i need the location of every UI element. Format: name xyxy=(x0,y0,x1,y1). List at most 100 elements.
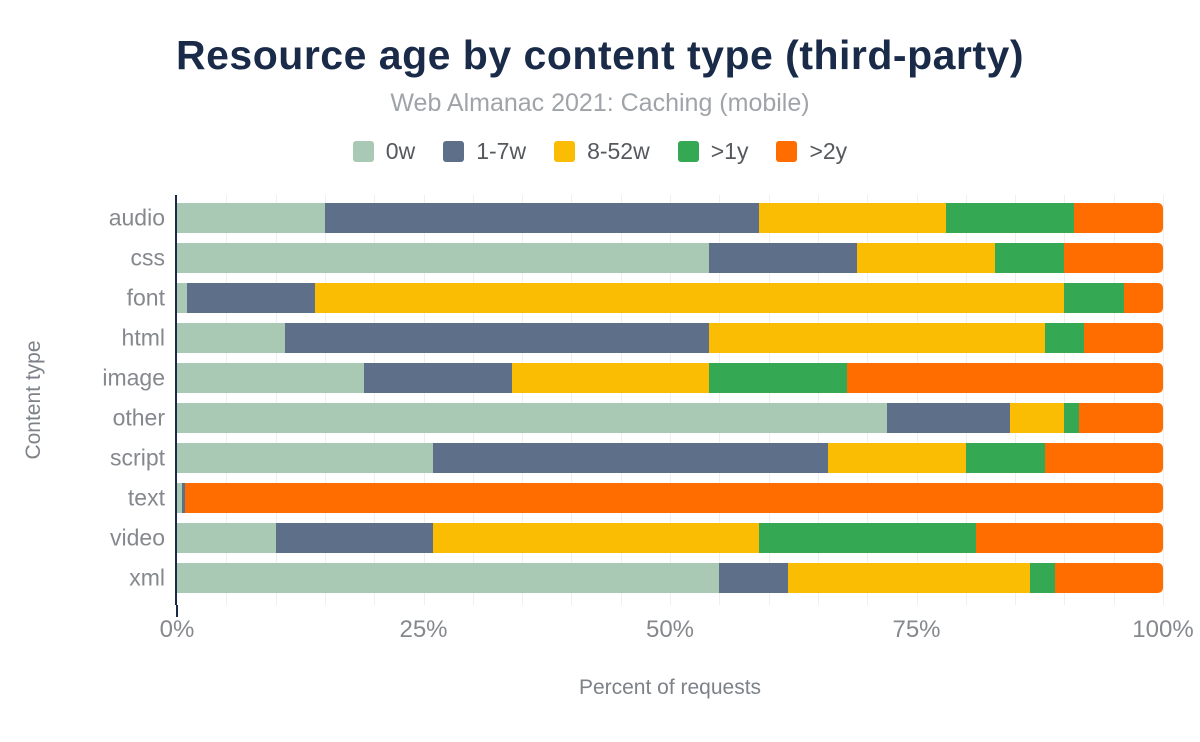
x-tick-label: 100% xyxy=(1132,616,1194,643)
gridline xyxy=(275,195,277,605)
bar-segment-font-1-7w xyxy=(186,283,316,313)
category-label: html xyxy=(121,324,165,351)
bar-segment-css-8-52w xyxy=(857,243,996,273)
bar-segment-other->1y xyxy=(1064,403,1080,433)
bar-segment-other-1-7w xyxy=(886,403,1011,433)
category-label: css xyxy=(130,244,166,271)
bar-segment-audio-1-7w xyxy=(324,203,759,233)
bar-rows: audio css font html image other script text vide… xyxy=(102,195,1163,605)
gridline xyxy=(768,195,770,605)
bar-segment-audio->1y xyxy=(946,203,1075,233)
bar-row-script: script xyxy=(110,443,1163,473)
bar-segment-text-0w xyxy=(177,483,182,513)
category-label: image xyxy=(102,364,165,391)
gridline xyxy=(916,195,918,605)
gridline xyxy=(1015,195,1017,605)
gridline xyxy=(226,195,228,605)
bar-row-image: image xyxy=(102,363,1163,393)
bar-segment-font-8-52w xyxy=(315,283,1065,313)
bar-row-text: text xyxy=(128,483,1163,513)
gridline xyxy=(1113,195,1115,605)
legend-item-0w: 0w xyxy=(352,138,416,165)
bar-segment-video-8-52w xyxy=(433,523,759,553)
bar-segment-xml->2y xyxy=(1054,563,1163,593)
legend-label: 8-52w xyxy=(587,138,650,164)
legend: 0w 1-7w 8-52w >1y >2y xyxy=(0,138,1200,165)
bar-segment-script-1-7w xyxy=(433,443,828,473)
bar-segment-font->1y xyxy=(1064,283,1124,313)
legend-label: 1-7w xyxy=(476,138,527,164)
bar-row-audio: audio xyxy=(109,203,1163,233)
gridline xyxy=(472,195,474,605)
gridline xyxy=(324,195,326,605)
legend-label: >1y xyxy=(710,138,749,164)
bar-segment-xml-0w xyxy=(177,563,720,593)
bar-segment-video->1y xyxy=(758,523,976,553)
category-label: text xyxy=(127,484,165,511)
bar-segment-script->2y xyxy=(1044,443,1163,473)
bar-segment-css->2y xyxy=(1064,243,1163,273)
gridline xyxy=(620,195,622,605)
bar-segment-video-0w xyxy=(177,523,276,553)
gridline xyxy=(374,195,376,605)
bar-segment-video->2y xyxy=(975,523,1163,553)
category-label: audio xyxy=(108,204,165,231)
chart-subtitle: Web Almanac 2021: Caching (mobile) xyxy=(390,89,810,117)
bar-row-font: font xyxy=(127,283,1163,313)
bar-segment-html-8-52w xyxy=(709,323,1045,353)
bar-segment-audio-8-52w xyxy=(758,203,947,233)
legend-label: 0w xyxy=(385,138,416,164)
chart-title: Resource age by content type (third-part… xyxy=(176,32,1024,78)
gridline xyxy=(571,195,573,605)
bar-row-css: css xyxy=(131,243,1163,273)
y-axis-title: Content type xyxy=(22,340,45,460)
bar-segment-audio-0w xyxy=(177,203,325,233)
bar-segment-image->2y xyxy=(847,363,1163,393)
category-label: other xyxy=(112,404,165,431)
bar-segment-other-8-52w xyxy=(1010,403,1065,433)
gridline xyxy=(817,195,819,605)
bar-segment-css->1y xyxy=(995,243,1065,273)
bar-segment-script-0w xyxy=(177,443,434,473)
legend-item-1-7w: 1-7w xyxy=(443,138,526,165)
category-label: video xyxy=(110,524,165,551)
legend-swatch-icon xyxy=(776,141,798,162)
bar-segment-audio->2y xyxy=(1074,203,1163,233)
bar-row-video: video xyxy=(110,523,1163,553)
bar-segment-css-1-7w xyxy=(709,243,858,273)
bar-segment-video-1-7w xyxy=(275,523,434,553)
bar-segment-xml-1-7w xyxy=(719,563,789,593)
bar-row-html: html xyxy=(122,323,1163,353)
bar-segment-font->2y xyxy=(1123,283,1163,313)
category-label: font xyxy=(126,284,165,311)
bar-segment-html->2y xyxy=(1084,323,1163,353)
gridline xyxy=(1064,195,1066,605)
bar-row-other: other xyxy=(113,403,1163,433)
bar-segment-image->1y xyxy=(709,363,848,393)
plot-area: audio css font html image other script text vide… xyxy=(102,195,1164,605)
gridline xyxy=(1163,195,1164,605)
bar-segment-text-1-7w xyxy=(181,483,185,513)
category-label: script xyxy=(110,444,165,471)
x-tick-label: 25% xyxy=(399,616,448,643)
legend-swatch-icon xyxy=(352,141,374,162)
legend-item->1y: >1y xyxy=(677,138,749,165)
bar-segment-html-1-7w xyxy=(285,323,710,353)
gridline xyxy=(965,195,967,605)
legend-item->2y: >2y xyxy=(776,138,847,165)
bar-segment-xml-8-52w xyxy=(788,563,1030,593)
bar-segment-other-0w xyxy=(177,403,887,433)
x-axis-ticks: 0% 25% 50% 75% 100% xyxy=(160,616,1194,644)
gridline xyxy=(522,195,524,605)
y-axis-line xyxy=(175,195,177,605)
category-label: xml xyxy=(129,564,165,591)
bar-segment-other->2y xyxy=(1079,403,1163,433)
bar-segment-script-8-52w xyxy=(827,443,966,473)
bar-segment-image-1-7w xyxy=(364,363,513,393)
legend-swatch-icon xyxy=(677,141,699,162)
x-tick-label: 50% xyxy=(645,616,695,643)
bar-segment-script->1y xyxy=(965,443,1045,473)
bar-segment-font-0w xyxy=(177,283,187,313)
legend-swatch-icon xyxy=(443,141,465,162)
bar-segment-image-8-52w xyxy=(512,363,710,393)
